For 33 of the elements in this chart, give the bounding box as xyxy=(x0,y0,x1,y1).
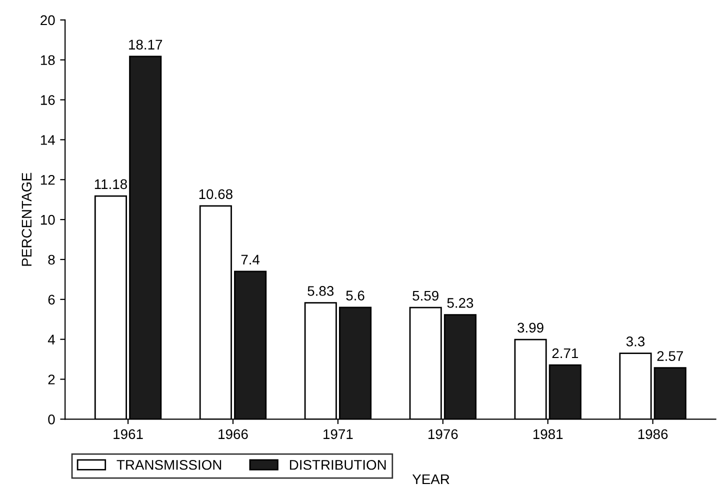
data-label: 5.83 xyxy=(308,286,334,296)
y-tick-label: 12 xyxy=(40,174,55,185)
x-axis-title: YEAR xyxy=(412,474,450,484)
y-tick-label: 18 xyxy=(40,55,55,66)
data-label: 7.4 xyxy=(241,254,260,264)
y-tick-label: 14 xyxy=(40,135,55,145)
y-tick-label: 16 xyxy=(40,95,55,105)
data-label: 5.23 xyxy=(447,298,474,308)
x-tick-label: 1961 xyxy=(114,429,143,440)
data-label: 2.57 xyxy=(657,351,683,361)
data-label: 3.3 xyxy=(626,336,645,346)
x-tick-label: 1976 xyxy=(428,429,458,440)
y-tick-label: 20 xyxy=(40,15,55,26)
legend-label: TRANSMISSION xyxy=(116,460,222,470)
x-tick-label: 1986 xyxy=(638,429,668,440)
y-axis-title: PERCENTAGE xyxy=(22,172,32,266)
y-tick-label: 8 xyxy=(48,254,55,265)
data-label: 5.59 xyxy=(412,290,438,301)
y-tick-label: 0 xyxy=(48,414,55,424)
y-tick-label: 2 xyxy=(48,374,55,384)
data-label: 10.68 xyxy=(199,189,232,200)
y-tick-label: 4 xyxy=(48,334,55,344)
x-tick-label: 1966 xyxy=(218,429,248,440)
y-tick-label: 10 xyxy=(40,214,55,225)
legend-label: DISTRIBUTION xyxy=(290,460,386,470)
x-tick-label: 1971 xyxy=(324,429,353,440)
data-label: 5.6 xyxy=(346,290,364,300)
data-label: 3.99 xyxy=(518,322,544,333)
data-label: 18.17 xyxy=(129,40,162,50)
x-tick-label: 1981 xyxy=(533,429,563,440)
data-label: 11.18 xyxy=(94,179,127,190)
y-tick-label: 6 xyxy=(48,294,55,305)
data-label: 2.71 xyxy=(552,348,578,358)
